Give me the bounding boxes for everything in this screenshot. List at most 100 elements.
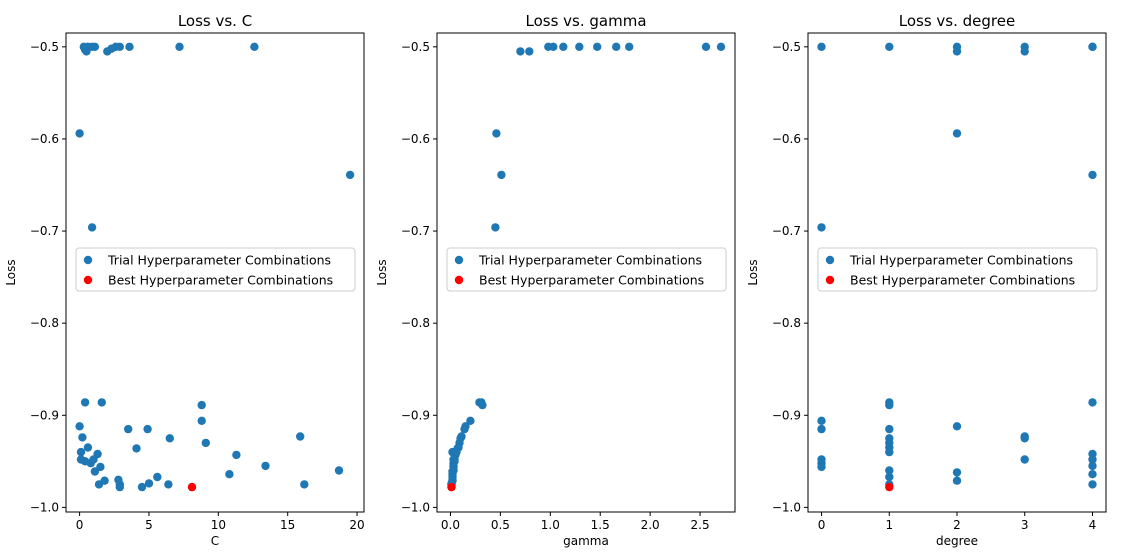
trial-point <box>96 462 105 472</box>
x-tick-label: 15 <box>280 518 295 532</box>
x-tick-label: 1.5 <box>591 518 610 532</box>
trial-point <box>137 482 147 492</box>
trial-point <box>76 447 86 457</box>
trial-point <box>593 42 602 51</box>
trial-point <box>87 223 97 232</box>
trial-point <box>716 42 726 51</box>
trial-point <box>817 462 826 472</box>
subplot-3: 0 1 2 3 4 −1.0 −0.9 −0.8 −0.7 −0.6 −0.5 Loss vs. de… <box>746 12 1107 548</box>
x-tick-label: 2 <box>953 518 961 532</box>
trial-point <box>90 42 100 51</box>
trial-point <box>144 479 154 488</box>
trial-point <box>83 443 93 452</box>
trial-point <box>115 42 125 51</box>
trial-point <box>885 472 894 482</box>
trial-point <box>80 398 90 407</box>
y-tick-label: −0.6 <box>772 132 801 146</box>
legend-marker-trial <box>825 255 835 265</box>
y-axis-label: Loss <box>746 259 760 285</box>
trial-point <box>460 424 469 434</box>
legend-label-trial: Trial Hyperparameter Combinations <box>107 253 331 268</box>
trial-point <box>261 461 270 471</box>
trial-point <box>78 433 87 442</box>
trial-point <box>132 444 141 453</box>
trial-point <box>952 129 962 138</box>
trial-point <box>1088 170 1097 180</box>
legend: Trial Hyperparameter Combinations Best Hy… <box>75 247 356 292</box>
trial-point <box>952 468 962 477</box>
trial-point <box>225 470 234 479</box>
chart-title: Loss vs. degree <box>899 12 1015 30</box>
trial-point <box>89 455 98 464</box>
x-tick-label: 10 <box>211 518 226 532</box>
y-tick-label: −0.8 <box>772 316 801 330</box>
trial-point <box>124 424 133 434</box>
trial-point <box>491 223 500 232</box>
trial-point <box>97 398 107 407</box>
trial-point <box>75 129 84 138</box>
trial-point <box>952 47 962 56</box>
y-axis-label: Loss <box>375 259 389 285</box>
legend-marker-trial <box>83 255 93 265</box>
trial-point <box>1088 470 1097 479</box>
axes-frame <box>65 32 365 513</box>
legend: Trial Hyperparameter Combinations Best Hy… <box>817 247 1098 292</box>
legend-box <box>75 247 356 292</box>
y-tick-label: −0.8 <box>30 316 59 330</box>
trial-point <box>885 466 894 475</box>
trial-point <box>575 42 584 51</box>
y-tick-label: −0.8 <box>401 316 430 330</box>
trial-point <box>1088 480 1097 489</box>
x-tick-label: 4 <box>1089 518 1097 532</box>
trial-point <box>1020 434 1029 443</box>
trial-point <box>300 480 309 489</box>
trial-point <box>164 480 173 489</box>
x-tick-label: 0 <box>76 518 84 532</box>
x-tick-label: 1.0 <box>541 518 560 532</box>
legend-marker-best <box>83 275 93 285</box>
trial-point <box>612 42 621 51</box>
legend-marker-best <box>454 275 464 285</box>
x-tick-label: 0.0 <box>441 518 460 532</box>
trial-point <box>1020 47 1029 56</box>
trial-point <box>90 467 100 476</box>
trial-point <box>296 432 305 441</box>
x-tick-label: 3 <box>1021 518 1029 532</box>
y-tick-label: −1.0 <box>772 500 801 514</box>
best-point <box>885 482 894 492</box>
y-tick-label: −0.9 <box>401 408 430 422</box>
trial-point <box>559 42 568 51</box>
trial-point <box>492 129 501 138</box>
trial-point <box>885 42 894 51</box>
trial-point <box>885 400 894 410</box>
legend-label-trial: Trial Hyperparameter Combinations <box>849 253 1073 268</box>
trial-point <box>1020 455 1029 464</box>
x-tick-label: 1 <box>885 518 893 532</box>
trial-point <box>466 416 475 425</box>
y-axis-label: Loss <box>4 259 18 285</box>
trial-point <box>94 480 104 489</box>
subplot-2: 0.0 0.5 1.0 1.5 2.0 2.5 −1.0 −0.9 −0.8 −0.7 −0.6 −0… <box>375 12 736 548</box>
trial-point <box>497 170 506 180</box>
trial-point <box>885 447 894 457</box>
trial-point <box>75 422 84 431</box>
y-tick-label: −1.0 <box>30 500 59 514</box>
trial-point <box>175 42 184 51</box>
trial-point <box>125 42 134 51</box>
legend-box <box>446 247 727 292</box>
axes-frame <box>436 32 736 513</box>
trial-point <box>334 466 344 475</box>
x-tick-label: 2.0 <box>641 518 660 532</box>
trial-point <box>701 42 711 51</box>
legend-label-best: Best Hyperparameter Combinations <box>479 273 704 288</box>
trial-point <box>549 42 558 51</box>
chart-title: Loss vs. C <box>178 12 252 30</box>
trial-point <box>1088 398 1097 407</box>
trial-point <box>153 472 162 482</box>
y-tick-label: −0.5 <box>401 40 430 54</box>
trial-point <box>197 416 206 425</box>
trial-point <box>250 42 259 51</box>
trial-point <box>817 424 826 434</box>
trial-point <box>232 450 241 460</box>
